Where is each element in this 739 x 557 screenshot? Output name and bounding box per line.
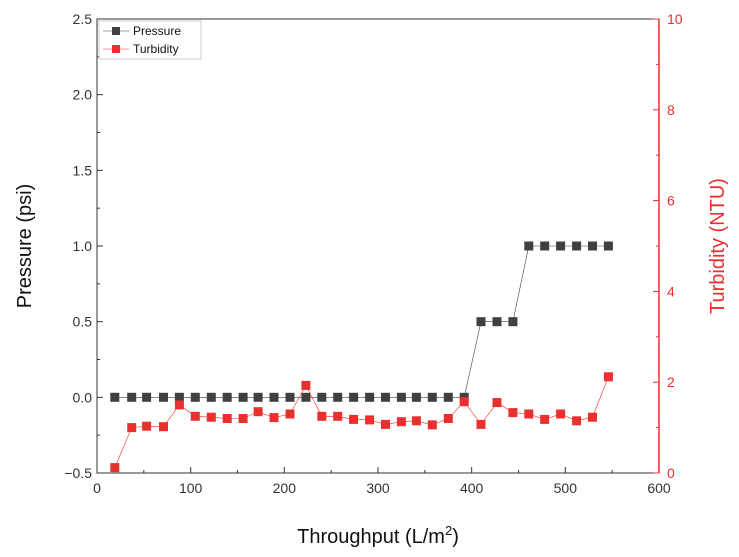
turbidity-point	[508, 408, 518, 418]
pressure-point	[365, 392, 375, 402]
turbidity-line	[114, 376, 609, 468]
turbidity-point	[174, 400, 184, 410]
pressure-point	[206, 392, 216, 402]
legend-pressure-label: Pressure	[133, 24, 181, 38]
legend-turbidity-label: Turbidity	[133, 42, 179, 56]
x-tick-label: 0	[93, 480, 101, 496]
turbidity-point	[190, 411, 200, 421]
legend-turbidity-marker	[112, 45, 120, 53]
turbidity-point	[540, 414, 550, 424]
y-right-tick-label: 10	[667, 11, 683, 27]
pressure-point	[333, 392, 343, 402]
y-left-tick-label: 2.0	[73, 87, 93, 103]
pressure-point	[427, 392, 437, 402]
pressure-point	[222, 392, 232, 402]
turbidity-point	[476, 419, 486, 429]
y-left-tick-label: 1.0	[73, 238, 93, 254]
pressure-point	[285, 392, 295, 402]
series-layer	[110, 241, 613, 473]
y-left-tick-label: 2.5	[73, 11, 93, 27]
y-left-tick-label: 0.0	[73, 389, 93, 405]
turbidity-point	[110, 463, 120, 473]
pressure-point	[588, 241, 597, 251]
y-right-tick-label: 8	[667, 102, 675, 118]
pressure-point	[572, 241, 582, 251]
x-axis-ticks: 0 100 200 300 400 500 600	[93, 467, 671, 496]
pressure-line	[114, 245, 609, 398]
pressure-point	[253, 392, 263, 402]
turbidity-point	[222, 414, 232, 423]
pressure-point	[174, 392, 184, 402]
turbidity-point	[238, 414, 248, 423]
pressure-point	[443, 392, 453, 402]
y-left-axis-title: Pressure (psi)	[14, 184, 36, 308]
x-tick-label: 100	[179, 480, 203, 496]
pressure-point	[603, 241, 613, 251]
turbidity-point	[492, 398, 502, 408]
pressure-point	[190, 392, 200, 402]
pressure-point	[110, 392, 120, 402]
turbidity-point	[411, 416, 421, 426]
y-left-tick-label: 1.5	[73, 162, 93, 178]
x-tick-label: 600	[647, 480, 671, 496]
pressure-point	[127, 392, 137, 402]
pressure-point	[269, 392, 279, 402]
pressure-point	[142, 392, 152, 402]
turbidity-point	[206, 412, 216, 422]
turbidity-point	[285, 409, 295, 419]
turbidity-point	[572, 416, 582, 426]
turbidity-point	[365, 415, 375, 425]
pressure-point	[349, 392, 359, 402]
y-left-axis-ticks: −0.5 0.0 0.5 1.0 1.5 2.0 2.5	[64, 11, 103, 481]
y-right-tick-label: 0	[667, 465, 675, 481]
pressure-point	[540, 241, 550, 251]
legend: Pressure Turbidity	[98, 20, 202, 60]
turbidity-point	[269, 413, 279, 423]
pressure-point	[159, 392, 168, 402]
x-tick-label: 300	[366, 480, 390, 496]
turbidity-point	[396, 417, 406, 427]
turbidity-point	[159, 422, 168, 432]
turbidity-point	[556, 409, 566, 419]
y-left-tick-label: 0.5	[73, 314, 93, 330]
pressure-point	[476, 317, 486, 327]
pressure-point	[492, 317, 502, 327]
turbidity-point	[349, 414, 359, 424]
pressure-point	[556, 241, 566, 251]
y-right-axis-ticks: 0 2 4 6 8 10	[653, 11, 683, 481]
turbidity-point	[427, 420, 437, 430]
turbidity-point	[253, 407, 263, 417]
pressure-point	[317, 392, 327, 402]
pressure-point	[524, 241, 534, 251]
pressure-point	[381, 392, 390, 402]
turbidity-point	[142, 421, 152, 431]
x-tick-label: 500	[554, 480, 578, 496]
turbidity-point	[443, 414, 453, 423]
pressure-point	[238, 392, 248, 402]
y-left-tick-label: −0.5	[64, 465, 92, 481]
pressure-point	[411, 392, 421, 402]
turbidity-point	[459, 397, 469, 407]
pressure-point	[301, 392, 311, 402]
turbidity-point	[524, 409, 534, 419]
turbidity-point	[603, 372, 613, 382]
pressure-point	[508, 317, 518, 327]
turbidity-point	[381, 419, 390, 429]
x-tick-label: 200	[273, 480, 297, 496]
y-right-tick-label: 2	[667, 374, 675, 390]
pressure-point	[396, 392, 406, 402]
turbidity-point	[127, 423, 137, 433]
turbidity-point	[317, 411, 327, 421]
turbidity-point	[301, 380, 311, 390]
y-right-axis-title: Turbidity (NTU)	[707, 178, 729, 314]
y-right-tick-label: 6	[667, 193, 675, 209]
turbidity-point	[588, 412, 597, 422]
x-tick-label: 400	[460, 480, 484, 496]
legend-pressure-marker	[112, 27, 120, 35]
y-right-tick-label: 4	[667, 283, 675, 299]
turbidity-point	[333, 411, 343, 421]
x-axis-title: Throughput (L/m2)	[297, 523, 459, 548]
